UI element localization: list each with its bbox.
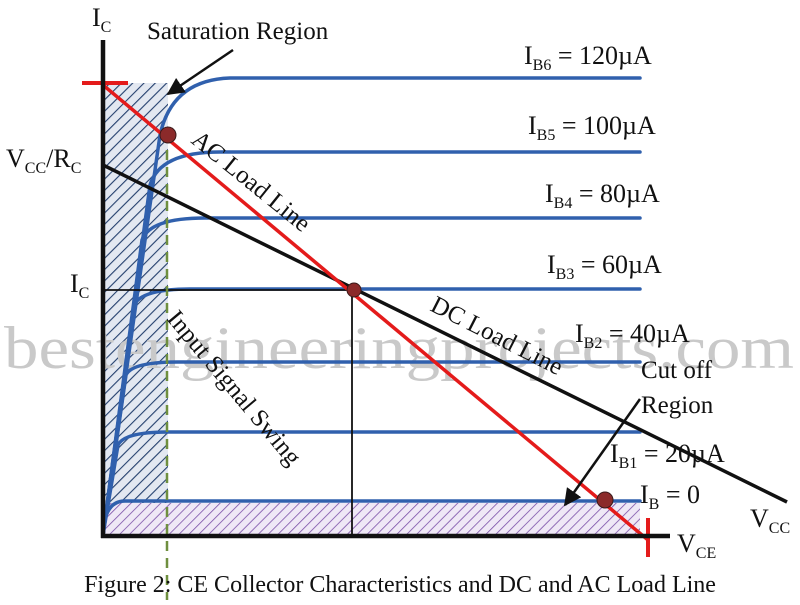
cutoff-point [596, 491, 614, 509]
curve-label-ib6: IB6 = 120µA [524, 41, 652, 74]
y-axis-label: IC [92, 3, 111, 36]
ic-marker-label: IC [70, 269, 89, 302]
saturation-arrow [166, 48, 234, 96]
dc-load-line [102, 163, 788, 504]
ac-load-line-label: AC Load Line [186, 126, 315, 238]
vcc-rc-label: VCC/RC [6, 144, 81, 177]
curve-label-ib0: IB = 0 [640, 480, 700, 513]
saturation-region-label: Saturation Region [147, 18, 329, 45]
cutoff-region-label-line1: Cut off [641, 357, 713, 384]
vcc-x-label: VCC [750, 504, 790, 537]
curve-ib4 [101, 216, 642, 537]
curve-ib3 [101, 287, 642, 537]
x-axis-label: VCE [677, 529, 716, 562]
curve-label-ib1: IB1 = 20µA [610, 439, 725, 472]
cutoff-region-label-line2: Region [641, 392, 714, 419]
figure-caption: Figure 2: CE Collector Characteristics a… [84, 572, 716, 598]
saturation-point [159, 126, 177, 144]
cutoff-arrow [563, 398, 642, 507]
curve-label-ib5: IB5 = 100µA [528, 111, 656, 144]
watermark-text: bestengineeringprojects.com [4, 315, 794, 381]
curve-ib2 [101, 360, 642, 537]
curve-label-ib2: IB2 = 40µA [575, 319, 690, 352]
q-point [346, 282, 362, 298]
curve-label-ib4: IB4 = 80µA [545, 179, 660, 212]
cutoff-region-hatch [103, 503, 640, 534]
curve-ib5 [101, 150, 642, 537]
ac-load-line [101, 83, 650, 542]
curve-label-ib3: IB3 = 60µA [547, 250, 662, 283]
